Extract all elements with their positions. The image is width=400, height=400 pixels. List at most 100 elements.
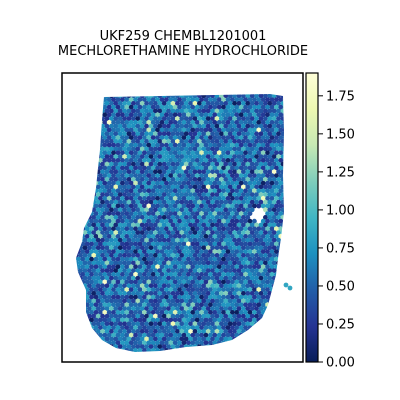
spot bbox=[238, 120, 244, 125]
spot bbox=[208, 165, 213, 171]
spot bbox=[201, 298, 207, 304]
spot bbox=[236, 123, 242, 129]
spot bbox=[179, 116, 185, 121]
spot bbox=[133, 135, 139, 141]
spot bbox=[219, 329, 224, 334]
spot bbox=[210, 268, 216, 273]
spot bbox=[254, 237, 259, 243]
spot bbox=[98, 302, 103, 308]
spot bbox=[161, 253, 167, 258]
spot bbox=[120, 325, 125, 330]
spot bbox=[219, 184, 224, 190]
spot bbox=[150, 127, 156, 133]
spot bbox=[221, 97, 227, 102]
spot bbox=[95, 329, 101, 334]
spot bbox=[155, 226, 161, 232]
spot bbox=[113, 283, 119, 289]
spot bbox=[247, 203, 253, 209]
spot bbox=[245, 207, 251, 213]
spot bbox=[192, 275, 198, 281]
spot bbox=[172, 272, 178, 277]
spot bbox=[197, 336, 202, 342]
spot bbox=[197, 116, 202, 121]
spot bbox=[181, 317, 187, 323]
colorbar-tick-label: 1.25 bbox=[326, 165, 355, 180]
spot bbox=[230, 325, 235, 330]
spot bbox=[87, 268, 92, 273]
spot bbox=[144, 108, 150, 114]
spot bbox=[243, 188, 249, 194]
spot bbox=[144, 215, 150, 220]
spot bbox=[249, 298, 255, 304]
spot bbox=[91, 253, 97, 258]
spot bbox=[100, 154, 105, 160]
spot bbox=[120, 302, 125, 308]
spot bbox=[241, 161, 246, 167]
spot bbox=[98, 264, 103, 270]
spot bbox=[124, 294, 130, 300]
spot bbox=[137, 112, 143, 118]
spot bbox=[186, 256, 191, 262]
spot bbox=[223, 329, 229, 334]
spot bbox=[188, 192, 194, 198]
spot bbox=[172, 203, 178, 209]
spot bbox=[205, 222, 211, 228]
spot bbox=[249, 101, 255, 106]
spot bbox=[146, 241, 152, 247]
spot bbox=[135, 245, 141, 251]
spot bbox=[183, 215, 189, 220]
spot bbox=[221, 294, 227, 300]
spot bbox=[175, 313, 180, 319]
spot bbox=[227, 161, 233, 167]
spot bbox=[166, 139, 172, 144]
spot bbox=[93, 264, 99, 270]
spot bbox=[267, 169, 273, 175]
spot bbox=[271, 154, 277, 160]
spot bbox=[168, 104, 174, 110]
spot bbox=[232, 161, 238, 167]
spot bbox=[267, 192, 273, 198]
spot bbox=[236, 321, 242, 327]
spot bbox=[181, 135, 187, 141]
spot bbox=[225, 317, 231, 323]
spot bbox=[280, 131, 284, 137]
spot bbox=[230, 211, 235, 217]
spot bbox=[183, 108, 189, 114]
spot bbox=[201, 275, 207, 281]
spot bbox=[84, 264, 90, 270]
spot bbox=[142, 188, 147, 194]
spot bbox=[155, 234, 161, 239]
spot bbox=[148, 336, 154, 342]
spot bbox=[203, 218, 209, 224]
spot bbox=[133, 150, 139, 156]
spot bbox=[186, 241, 191, 247]
spot bbox=[148, 237, 154, 243]
spot bbox=[109, 154, 114, 160]
spot bbox=[84, 234, 90, 239]
spot bbox=[170, 215, 176, 220]
spot bbox=[148, 222, 154, 228]
spot bbox=[223, 260, 229, 266]
spot bbox=[258, 199, 264, 205]
spot bbox=[194, 218, 200, 224]
spot bbox=[276, 123, 281, 129]
spot bbox=[245, 237, 251, 243]
spot bbox=[181, 196, 187, 201]
spot bbox=[278, 173, 284, 179]
spot bbox=[265, 256, 270, 262]
spot bbox=[212, 142, 218, 148]
spot bbox=[280, 161, 284, 167]
spot bbox=[89, 310, 94, 315]
spot bbox=[241, 291, 246, 296]
spot bbox=[122, 291, 127, 296]
spot bbox=[177, 226, 183, 232]
spot bbox=[161, 260, 167, 266]
spot bbox=[131, 291, 136, 296]
spot bbox=[106, 317, 112, 323]
spot bbox=[115, 294, 121, 300]
spot bbox=[102, 226, 108, 232]
spot bbox=[274, 158, 279, 163]
spot bbox=[109, 192, 114, 198]
spot bbox=[161, 291, 167, 296]
spot bbox=[100, 298, 105, 304]
